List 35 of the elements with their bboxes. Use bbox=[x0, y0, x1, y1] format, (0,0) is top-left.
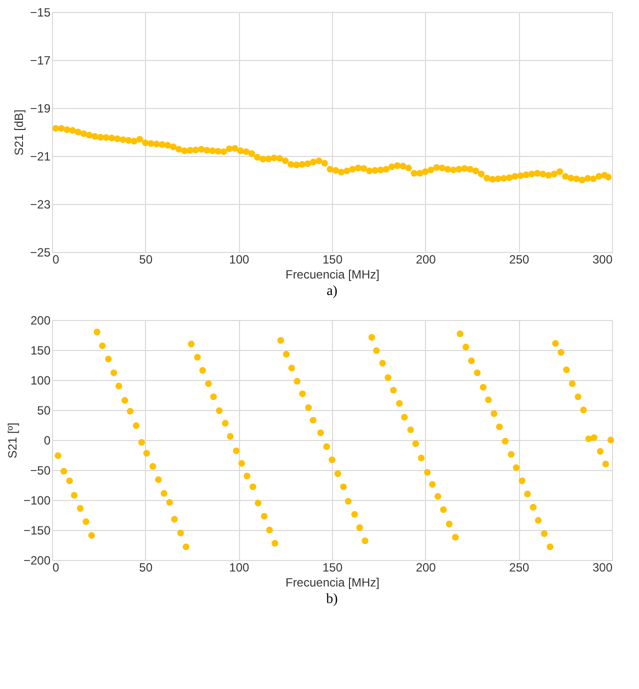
y-axis-title: S21 [dB] bbox=[12, 109, 26, 156]
x-tick-label: 300 bbox=[592, 252, 613, 266]
text: b) bbox=[326, 592, 338, 607]
x-tick-label: 50 bbox=[139, 560, 153, 574]
y-tick-label: −50 bbox=[30, 464, 51, 478]
y-tick-label: 50 bbox=[37, 404, 51, 418]
x-tick-label: 100 bbox=[229, 252, 250, 266]
x-tick-label: 200 bbox=[416, 252, 436, 266]
x-tick-label: 100 bbox=[229, 560, 250, 574]
y-tick-label: −100 bbox=[23, 494, 51, 508]
y-tick-label: −150 bbox=[23, 524, 51, 538]
x-tick-label: 50 bbox=[139, 252, 153, 266]
y-tick-label: 150 bbox=[30, 344, 51, 358]
y-tick-label: −21 bbox=[30, 150, 51, 164]
x-tick-label: 0 bbox=[52, 560, 60, 574]
y-tick-label: −23 bbox=[30, 198, 51, 212]
x-tick-label: 150 bbox=[322, 560, 343, 574]
y-tick-label: −15 bbox=[30, 6, 51, 20]
x-tick-label: 0 bbox=[52, 252, 60, 266]
x-axis-title: Frecuencia [MHz] bbox=[285, 576, 380, 590]
x-axis-title: Frecuencia [MHz] bbox=[285, 268, 380, 282]
x-tick-label: 200 bbox=[416, 560, 436, 574]
x-tick-label: 300 bbox=[592, 560, 613, 574]
x-tick-label: 250 bbox=[509, 252, 530, 266]
y-tick-label: 200 bbox=[30, 314, 51, 328]
y-axis-title: S21 [º] bbox=[5, 422, 20, 458]
y-tick-label: 100 bbox=[30, 374, 51, 388]
y-tick-label: −19 bbox=[30, 102, 51, 116]
y-tick-label: −200 bbox=[23, 554, 51, 568]
y-tick-label: −17 bbox=[30, 54, 51, 68]
x-tick-label: 150 bbox=[322, 252, 343, 266]
x-tick-label: 250 bbox=[509, 560, 530, 574]
text: a) bbox=[326, 284, 338, 299]
y-tick-label: 0 bbox=[44, 434, 51, 448]
y-tick-label: −25 bbox=[30, 246, 51, 260]
